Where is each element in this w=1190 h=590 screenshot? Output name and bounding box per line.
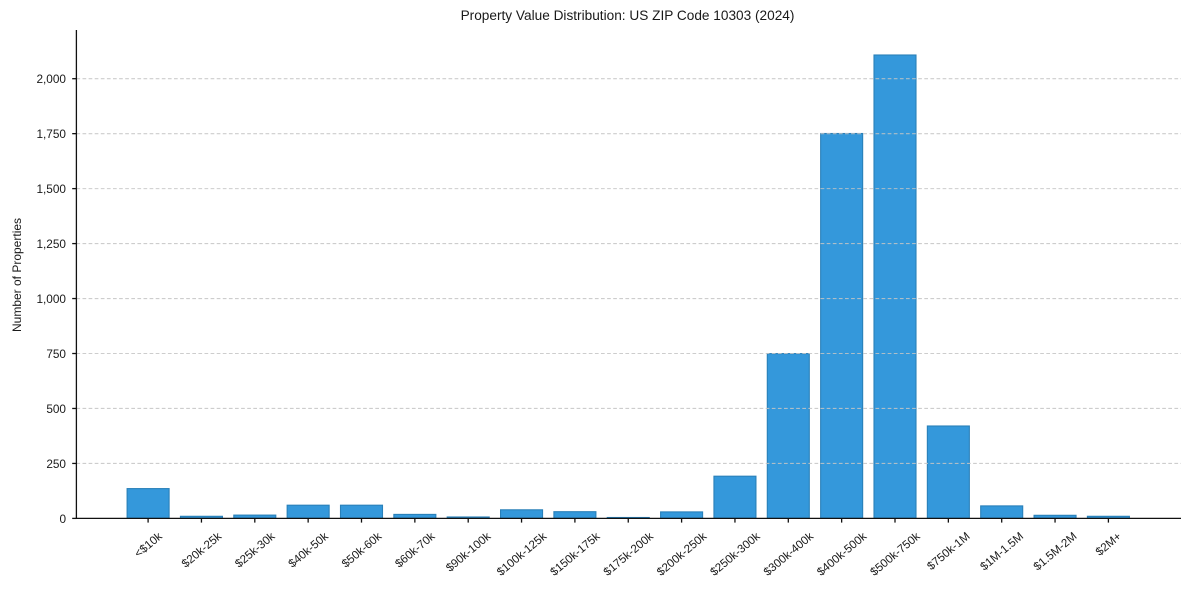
svg-text:2,000: 2,000 [36, 72, 66, 86]
svg-text:1,000: 1,000 [36, 292, 66, 306]
svg-text:750: 750 [46, 347, 66, 361]
svg-text:250: 250 [46, 457, 66, 471]
svg-text:Property Value Distribution: U: Property Value Distribution: US ZIP Code… [461, 8, 795, 23]
svg-text:1,250: 1,250 [36, 237, 66, 251]
svg-text:500: 500 [46, 402, 66, 416]
svg-text:1,500: 1,500 [36, 182, 66, 196]
svg-text:Number of Properties: Number of Properties [10, 218, 24, 332]
svg-text:1,750: 1,750 [36, 127, 66, 141]
svg-text:0: 0 [59, 512, 66, 526]
